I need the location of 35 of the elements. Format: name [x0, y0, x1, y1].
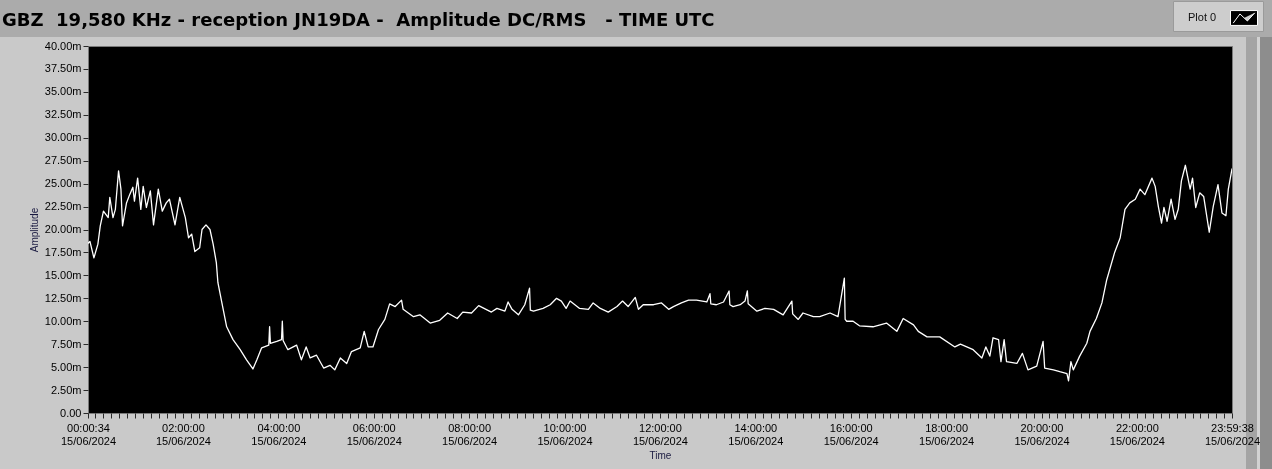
x-tick-label: 10:00:00 15/06/2024 — [537, 421, 593, 447]
line-series — [88, 164, 1232, 382]
x-tick-label: 00:00:34 15/06/2024 — [60, 421, 117, 447]
y-axis-title: Amplitude — [28, 207, 40, 253]
x-tick-label: 23:59:38 15/06/2024 — [1204, 421, 1261, 447]
y-tick-label: 17.50m — [44, 245, 82, 258]
legend-label: Plot 0 — [1188, 11, 1217, 23]
x-tick-label: 20:00:00 15/06/2024 — [1014, 421, 1070, 447]
y-tick-label: 27.50m — [44, 154, 82, 167]
y-tick-label: 15.00m — [44, 268, 82, 281]
y-tick-label: 5.00m — [50, 360, 82, 373]
y-tick-label: 20.00m — [44, 223, 82, 235]
y-tick-label: 10.00m — [44, 314, 82, 327]
x-tick-label: 22:00:00 15/06/2024 — [1109, 421, 1165, 447]
x-tick-label: 02:00:00 15/06/2024 — [155, 421, 211, 447]
x-tick-label: 16:00:00 15/06/2024 — [823, 421, 879, 447]
y-tick-label: 22.50m — [44, 200, 82, 213]
y-tick-label: 32.50m — [44, 108, 82, 121]
x-axis-title: Time — [649, 449, 672, 461]
y-tick-label: 30.00m — [44, 131, 82, 144]
x-tick-label: 12:00:00 15/06/2024 — [632, 421, 688, 447]
y-tick-label: 12.50m — [44, 291, 82, 304]
y-tick-label: 25.00m — [44, 177, 82, 190]
y-tick-label: 35.00m — [44, 85, 82, 98]
x-tick-label: 18:00:00 15/06/2024 — [919, 421, 975, 447]
x-tick-label: 08:00:00 15/06/2024 — [442, 421, 498, 447]
y-tick-label: 0.00 — [60, 406, 82, 419]
x-tick-label: 04:00:00 15/06/2024 — [251, 421, 307, 447]
y-tick-label: 37.50m — [44, 62, 82, 75]
y-tick-label: 40.00m — [44, 39, 82, 52]
chart-title: GBZ 19,580 KHz - reception JN19DA - Amplitude DC/RMS - TIME UTC — [2, 8, 715, 30]
x-tick-label: 14:00:00 15/06/2024 — [728, 421, 784, 447]
y-tick-label: 7.50m — [50, 337, 82, 350]
x-tick-label: 06:00:00 15/06/2024 — [346, 421, 402, 447]
y-tick-label: 2.50m — [50, 383, 82, 396]
